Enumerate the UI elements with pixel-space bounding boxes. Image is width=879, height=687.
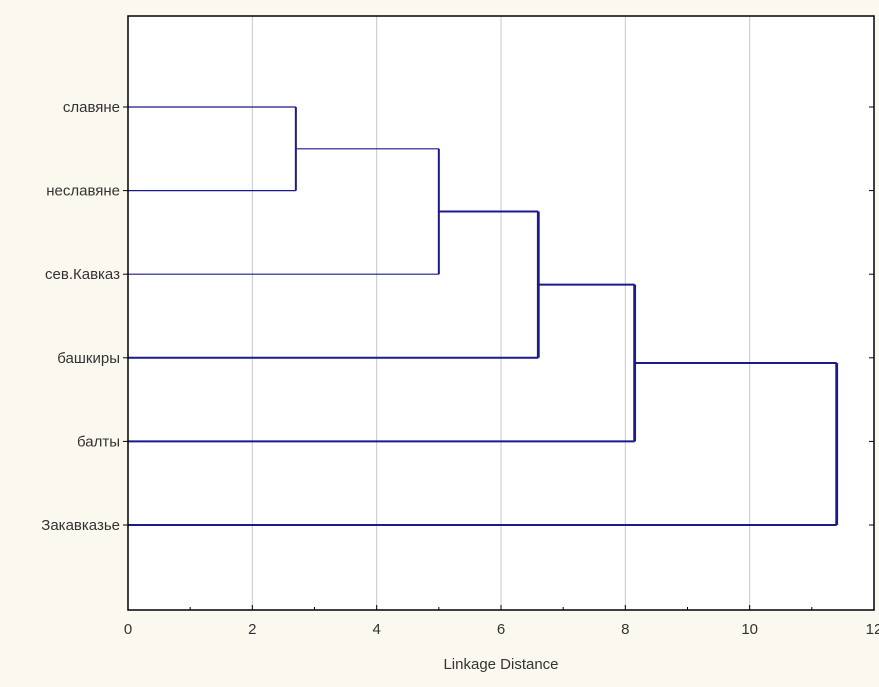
x-tick-label: 10 — [741, 621, 758, 638]
leaf-label: башкиры — [57, 350, 120, 367]
x-tick-label: 12 — [866, 621, 879, 638]
x-tick-label: 0 — [124, 621, 132, 638]
x-tick-label: 2 — [248, 621, 256, 638]
leaf-label: сев.Кавказ — [45, 266, 120, 283]
tick-layer — [123, 106, 875, 610]
x-axis-title: Linkage Distance — [443, 656, 558, 673]
leaf-label: Закавказье — [41, 517, 120, 534]
grid-layer — [251, 16, 751, 610]
x-tick-label: 8 — [621, 621, 629, 638]
label-layer: 0 2 4 6 8 10 12 славяне неславяне сев.Кавказ башки… — [41, 99, 879, 638]
leaf-label: неславяне — [46, 183, 120, 200]
x-tick-label: 6 — [497, 621, 505, 638]
x-tick-label: 4 — [372, 621, 380, 638]
dendrogram-lines — [128, 106, 839, 526]
leaf-label: балты — [77, 433, 120, 450]
leaf-label: славяне — [63, 99, 120, 116]
